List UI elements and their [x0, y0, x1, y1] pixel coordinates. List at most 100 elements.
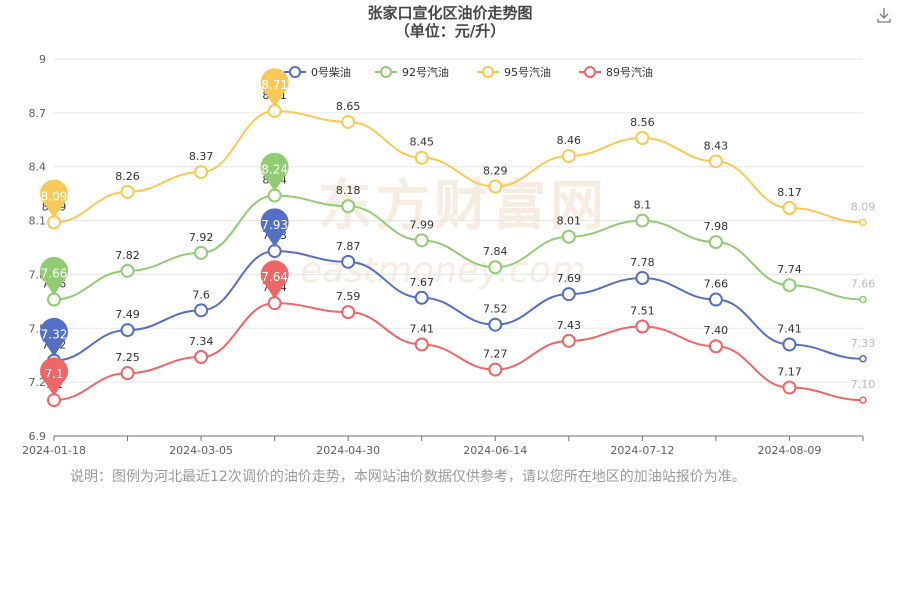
data-label: 8.37 — [189, 150, 214, 163]
data-label: 8.46 — [557, 134, 582, 147]
data-label: 7.27 — [483, 348, 508, 361]
data-point — [414, 150, 429, 165]
data-point — [120, 263, 135, 278]
data-point — [635, 319, 650, 334]
data-label: 7.10 — [851, 378, 876, 391]
chart-subtitle: （单位：元/升） — [394, 22, 506, 40]
data-point — [194, 165, 209, 180]
marker-label: 7.66 — [41, 267, 68, 281]
data-labels: 7.32 7.49 7.6 7.93 7.87 7.67 7.52 7.69 7.78 7.66 7… — [42, 89, 876, 391]
data-point — [561, 229, 576, 244]
data-point — [561, 287, 576, 302]
line-chart: 东方财富网 eastmoney.com 6.97.27.57.88.18.48.… — [22, 53, 876, 457]
y-tick-label: 6.9 — [29, 430, 47, 443]
data-label: 7.66 — [704, 278, 729, 291]
data-point — [859, 218, 867, 227]
data-label: 7.17 — [777, 366, 802, 379]
data-point — [708, 235, 723, 250]
data-point — [859, 396, 867, 404]
marker-label: 8.09 — [41, 189, 68, 203]
x-tick-label: 2024-06-14 — [463, 444, 527, 457]
data-label: 7.34 — [189, 335, 214, 348]
legend-symbol — [584, 66, 596, 78]
legend-item-3: 89号汽油 — [579, 65, 653, 79]
marker-label: 7.93 — [261, 218, 288, 232]
marker-label: 8.71 — [261, 78, 288, 92]
data-point — [194, 303, 209, 318]
data-label: 7.69 — [557, 272, 582, 285]
data-point — [708, 292, 723, 307]
data-label: 7.87 — [336, 240, 361, 253]
data-point — [414, 337, 429, 352]
data-label: 8.26 — [115, 170, 140, 183]
data-point — [120, 366, 135, 381]
data-point — [120, 323, 135, 338]
data-label: 7.66 — [851, 278, 876, 291]
data-label: 7.41 — [777, 322, 802, 335]
data-point — [782, 201, 797, 216]
data-point — [859, 355, 867, 363]
grid — [54, 58, 863, 437]
data-point — [635, 213, 650, 228]
marker-label: 7.32 — [41, 328, 68, 342]
data-label: 8.1 — [634, 199, 652, 212]
marker-pin — [260, 260, 289, 300]
marker-label: 7.1 — [44, 367, 63, 381]
data-label: 7.99 — [409, 218, 434, 231]
data-point — [782, 278, 797, 293]
marker-pin — [260, 68, 289, 108]
y-tick-label: 8.4 — [29, 161, 47, 174]
data-label: 7.25 — [115, 351, 140, 364]
x-tick-label: 2024-03-05 — [169, 444, 233, 457]
chart-title-main: 张家口宣化区油价走势图 — [367, 4, 533, 22]
x-tick-label: 2024-08-09 — [757, 444, 821, 457]
data-label: 7.6 — [192, 288, 210, 301]
y-tick-label: 7.2 — [29, 376, 47, 389]
data-label: 7.51 — [630, 304, 655, 317]
marker-pin — [40, 317, 68, 357]
data-label: 7.82 — [115, 249, 140, 262]
data-label: 8.09 — [851, 200, 876, 213]
data-point — [341, 199, 356, 214]
legend-symbol — [289, 66, 301, 78]
data-point — [708, 339, 723, 354]
data-point — [414, 233, 429, 248]
chart-title: 张家口宣化区油价走势图 （单位：元/升） — [0, 4, 900, 40]
x-tick-label: 2024-04-30 — [316, 444, 380, 457]
data-label: 7.92 — [189, 231, 214, 244]
data-label: 7.41 — [409, 322, 434, 335]
data-point — [488, 260, 503, 275]
data-label: 7.49 — [115, 308, 140, 321]
data-point — [194, 350, 209, 365]
data-point — [341, 254, 356, 269]
data-point — [859, 295, 867, 304]
y-tick-label: 9 — [39, 53, 46, 66]
data-label: 8.65 — [336, 100, 361, 113]
legend-symbol — [482, 66, 494, 78]
legend-symbol — [380, 66, 392, 78]
watermark: 东方财富网 eastmoney.com — [300, 174, 608, 291]
data-points — [47, 104, 867, 408]
data-point — [488, 317, 503, 332]
data-label: 7.59 — [336, 290, 361, 303]
marker-pins: 7.32 7.93 7.66 8.24 8.09 8.71 7.1 7.64 — [39, 68, 289, 397]
data-label: 7.52 — [483, 303, 508, 316]
data-point — [561, 333, 576, 348]
data-point — [341, 305, 356, 320]
data-point — [488, 179, 503, 194]
y-tick-label: 8.7 — [29, 107, 47, 120]
data-point — [488, 362, 503, 377]
data-point — [635, 271, 650, 286]
data-point — [782, 380, 797, 395]
data-label: 7.84 — [483, 245, 508, 258]
series-line-3 — [53, 302, 864, 402]
x-tick-label: 2024-07-12 — [610, 444, 674, 457]
legend-label: 0号柴油 — [311, 65, 351, 79]
data-point — [635, 130, 650, 145]
data-label: 7.67 — [409, 276, 434, 289]
data-point — [194, 245, 209, 260]
data-label: 7.43 — [557, 319, 582, 332]
marker-pin — [40, 256, 68, 296]
download-icon[interactable] — [876, 6, 892, 24]
watermark-cn: 东方财富网 — [318, 174, 608, 237]
